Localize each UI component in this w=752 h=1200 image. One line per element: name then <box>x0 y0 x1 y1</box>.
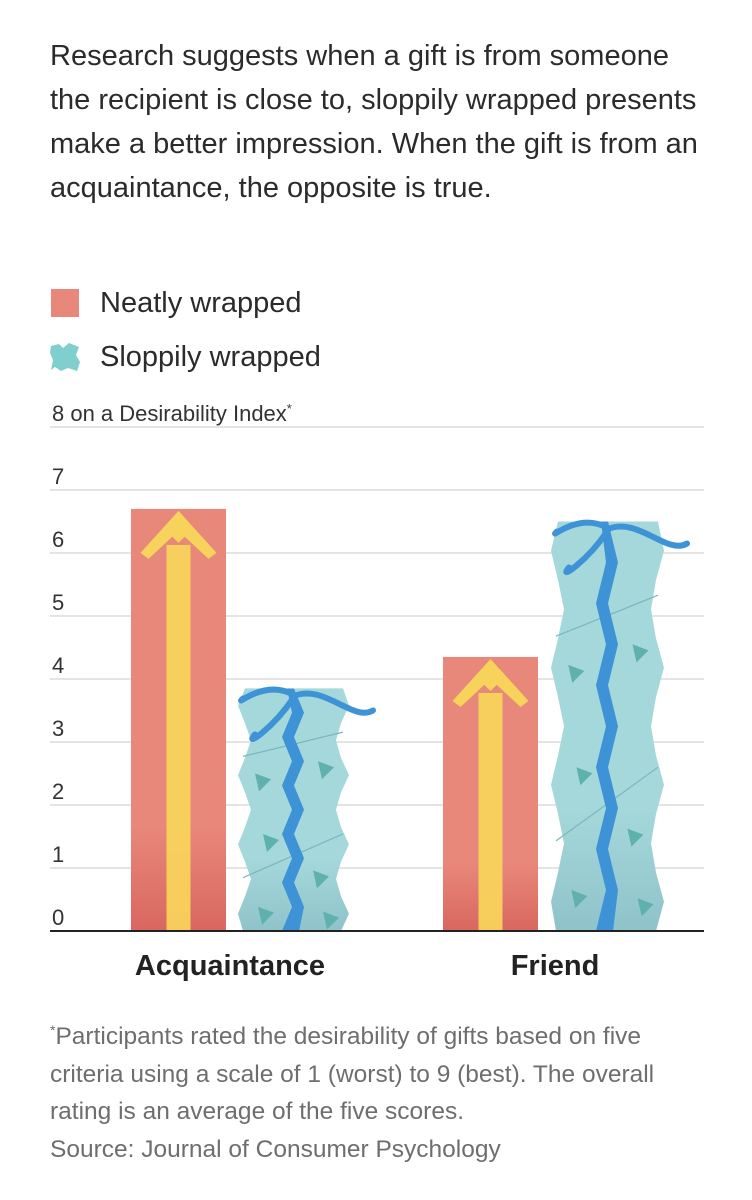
chart-subtitle: Research suggests when a gift is from so… <box>50 40 698 204</box>
footnote: *Participants rated the desirability of … <box>50 1012 720 1168</box>
y-tick-label: 5 <box>52 590 64 615</box>
ribbon-strip <box>596 521 618 931</box>
y-axis-top-label: 8 on a Desirability Index* <box>52 401 292 426</box>
crease-facet <box>313 870 329 889</box>
legend-label-sloppy: Sloppily wrapped <box>100 340 321 373</box>
arrow-head-core <box>164 514 193 543</box>
footnote-text: Participants rated the desirability of g… <box>50 1023 655 1126</box>
crease-facet <box>258 906 274 925</box>
y-tick-label: 4 <box>52 653 64 678</box>
ribbon-strip <box>282 688 304 931</box>
crease-facet <box>318 761 334 780</box>
legend: Neatly wrapped Sloppily wrapped <box>50 276 321 384</box>
y-tick-label: 1 <box>52 842 64 867</box>
arrow-head <box>452 658 529 707</box>
crease-facet <box>576 767 593 786</box>
y-axis-top-label-text: 8 on a Desirability Index <box>52 401 287 426</box>
arrow-shaft <box>478 692 503 931</box>
y-tick-label: 0 <box>52 905 64 930</box>
legend-item-sloppy: Sloppily wrapped <box>50 330 321 384</box>
arrow-head <box>140 510 217 559</box>
category-labels: Acquaintance Friend <box>135 950 599 982</box>
crease-facet <box>263 833 279 852</box>
crease-facet <box>571 890 588 909</box>
crease-facet <box>627 828 644 847</box>
chart-area: 0 1 2 3 4 5 6 7 8 on a Desirability Index* Acqu… <box>0 390 752 1010</box>
y-tick-label: 7 <box>52 464 64 489</box>
neat-box-square-icon <box>51 289 79 317</box>
category-label-friend: Friend <box>511 950 600 982</box>
crease-facet <box>632 644 649 663</box>
ribbon-curl <box>552 519 690 576</box>
crease-facet <box>568 664 585 683</box>
crease-facet <box>637 898 654 917</box>
y-tick-labels: 0 1 2 3 4 5 6 7 <box>52 464 64 930</box>
crease-facet <box>323 911 339 930</box>
crumpled-paper-icon <box>50 343 80 371</box>
y-tick-label: 6 <box>52 527 64 552</box>
crease-facet <box>255 773 271 792</box>
legend-label-neat: Neatly wrapped <box>100 286 302 319</box>
bars <box>131 508 690 931</box>
source-note: Source: Journal of Consumer Psychology <box>50 1135 501 1163</box>
arrow-shaft <box>166 544 191 931</box>
arrow-head-core <box>476 662 505 691</box>
ribbon-curl <box>238 686 376 742</box>
bar-chart: 0 1 2 3 4 5 6 7 8 on a Desirability Index* Acqu… <box>50 401 704 982</box>
y-axis-footnote-marker: * <box>287 401 292 416</box>
category-label-acquaintance: Acquaintance <box>135 950 325 982</box>
legend-item-neat: Neatly wrapped <box>50 276 321 330</box>
y-tick-label: 3 <box>52 716 64 741</box>
footnote-marker: * <box>50 1022 56 1038</box>
y-tick-label: 2 <box>52 779 64 804</box>
